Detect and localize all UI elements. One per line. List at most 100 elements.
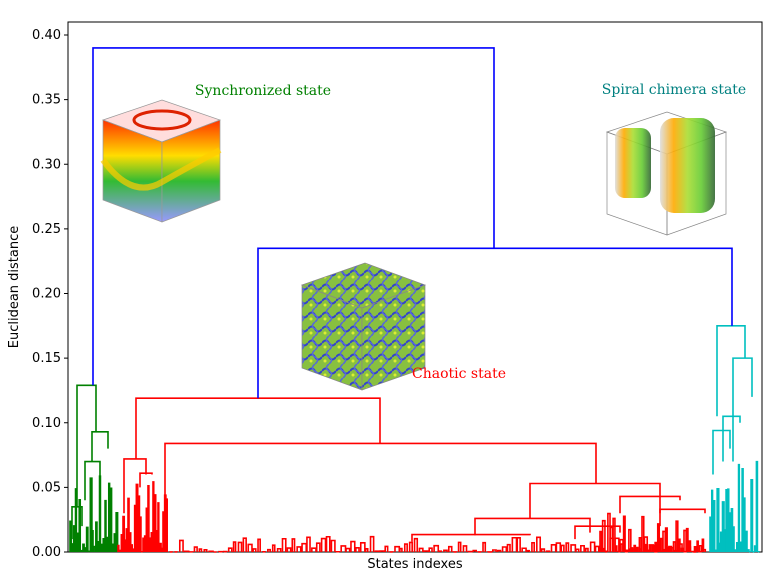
dendrogram-link [117, 544, 120, 552]
dendrogram-link [178, 539, 184, 552]
dendrogram-link [594, 545, 600, 552]
spiral-chimera-state-image [605, 111, 728, 236]
dendrogram-link [325, 535, 331, 552]
dendrogram-link [76, 384, 97, 507]
dendrogram-link [732, 357, 753, 462]
dendrogram-link [428, 547, 433, 552]
dendrogram-link [109, 487, 113, 552]
dendrogram-link [232, 541, 237, 552]
dendrogram-link [545, 550, 551, 552]
dendrogram-link [683, 529, 687, 552]
dendrogram-link [271, 544, 276, 552]
synchronized-state-image [100, 99, 222, 223]
dendrogram-link [115, 512, 119, 552]
dendrogram-link [281, 537, 287, 552]
dendrogram-link [160, 547, 163, 552]
dendrogram-link [203, 548, 208, 552]
dendrogram-link [491, 549, 497, 552]
dendrogram-link [122, 515, 126, 552]
dendrogram-link [630, 547, 634, 552]
dendrogram-link [85, 526, 89, 552]
dendrogram-link [750, 478, 754, 552]
synchronized-state-label: Synchronized state [195, 83, 331, 99]
dendrogram-link [516, 537, 521, 552]
dendrogram-link [599, 530, 603, 552]
dendrogram-link [148, 537, 152, 552]
dendrogram-link [667, 546, 671, 552]
dendrogram-link [267, 548, 272, 552]
dendrogram-link [746, 549, 750, 552]
dendrogram-link [91, 430, 109, 462]
dendrogram-link [418, 547, 424, 552]
dendrogram-link [252, 548, 257, 552]
dendrogram-link [753, 545, 757, 552]
dendrogram-link [143, 535, 147, 552]
dendrogram-link [727, 488, 730, 552]
dendrogram-link [296, 546, 302, 552]
dendrogram-link [71, 543, 74, 552]
dendrogram-link [635, 546, 639, 552]
dendrogram-link [411, 533, 531, 542]
dendrogram-link [82, 543, 85, 552]
dendrogram-link [413, 537, 419, 552]
y-tick-label: 0.30 [32, 157, 61, 172]
dendrogram-link [719, 531, 723, 552]
dendrogram-link [286, 547, 292, 552]
dendrogram-link [601, 519, 606, 552]
dendrogram-link [654, 541, 658, 552]
dendrogram-link [227, 547, 233, 552]
dendrogram-link [369, 535, 375, 552]
dendrogram-link [536, 536, 542, 552]
dendrogram-link [257, 247, 733, 399]
dendrogram-link [638, 537, 642, 552]
dendrogram-link [496, 549, 502, 552]
dendrogram-link [709, 516, 712, 552]
dendrogram-link [340, 545, 347, 552]
dendrogram-link [242, 537, 247, 552]
dendrogram-link [457, 541, 462, 552]
dendrogram-link [531, 541, 536, 552]
dendrogram-link [138, 516, 142, 552]
dendrogram-link [633, 544, 637, 552]
dendrogram-link [135, 397, 381, 459]
dendrogram-link [565, 542, 570, 552]
dendrogram-link [580, 544, 585, 552]
dendrogram-link [734, 549, 737, 552]
dendrogram-link [664, 527, 668, 552]
dendrogram-link [350, 540, 356, 552]
dendrogram-link [72, 525, 76, 552]
dendrogram-link [575, 548, 580, 552]
dendrogram-link [100, 543, 104, 552]
dendrogram-link [91, 530, 94, 552]
dendrogram-link [691, 550, 695, 553]
dendrogram-link [560, 544, 565, 552]
dendrogram-link [462, 545, 468, 552]
dendrogram-link [399, 547, 403, 552]
dendrogram-link [725, 489, 728, 552]
chaotic-state-image [300, 262, 427, 391]
dendrogram-link [433, 544, 440, 552]
dendrogram-link [345, 547, 351, 552]
dendrogram-link [755, 460, 759, 552]
dendrogram-link [123, 458, 147, 514]
dendrogram-link [737, 463, 741, 552]
dendrogram-link [710, 489, 714, 552]
dendrogram-link [394, 545, 401, 552]
dendrogram-link [127, 497, 130, 552]
dendrogram-link [744, 530, 748, 552]
y-tick-label: 0.20 [32, 287, 61, 302]
dendrogram-link [107, 482, 111, 552]
dendrogram-link [526, 549, 531, 552]
dendrogram-link [447, 545, 453, 552]
dendrogram-link [152, 481, 155, 552]
dendrogram-link [643, 543, 647, 552]
dendrogram-link [237, 541, 243, 552]
dendrogram-link [165, 498, 168, 552]
dendrogram-link [92, 47, 495, 386]
dendrogram-link [716, 488, 720, 552]
dendrogram-link [423, 550, 430, 552]
dendrogram-link [680, 547, 684, 552]
dendrogram-link [208, 550, 214, 553]
dendrogram-link [438, 550, 442, 552]
